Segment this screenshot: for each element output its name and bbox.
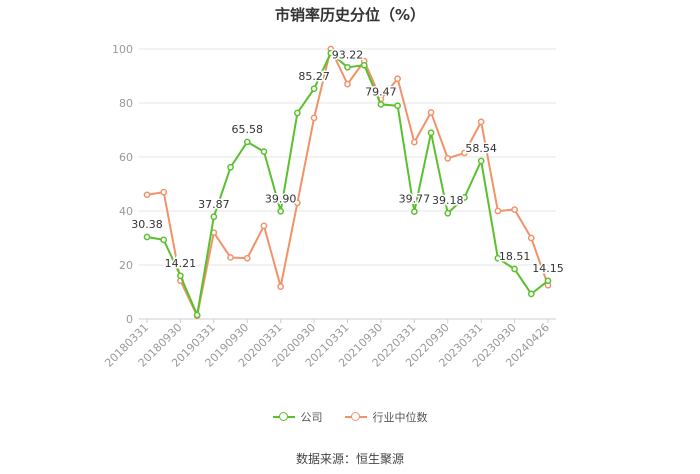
- data-point: [394, 75, 401, 83]
- data-point: [377, 101, 385, 108]
- data-point: [310, 85, 318, 93]
- data-point: [494, 207, 502, 215]
- data-point: [527, 290, 535, 298]
- y-tick-label: 0: [126, 313, 133, 326]
- data-label: 85.27: [298, 70, 330, 83]
- data-point: [410, 208, 418, 215]
- y-tick-label: 20: [119, 259, 133, 272]
- data-point: [461, 194, 468, 201]
- data-point: [477, 118, 485, 126]
- data-label: 58.54: [465, 142, 497, 155]
- data-point: [294, 199, 301, 207]
- data-label: 39.18: [432, 194, 464, 207]
- chart-title: 市销率历史分位（%）: [274, 6, 426, 24]
- data-point: [210, 213, 218, 221]
- data-point: [344, 63, 351, 71]
- data-point: [177, 272, 184, 280]
- data-point: [344, 80, 351, 88]
- data-point: [511, 265, 518, 273]
- y-tick-label: 40: [119, 205, 133, 218]
- legend: 公司 行业中位数: [0, 409, 700, 425]
- data-point: [227, 254, 234, 261]
- data-point: [477, 157, 485, 165]
- data-point: [494, 254, 502, 262]
- legend-swatch-industry-median: [344, 412, 367, 422]
- legend-swatch-company: [272, 412, 295, 422]
- series-company: [143, 49, 552, 319]
- data-point: [160, 188, 168, 196]
- data-point: [461, 149, 468, 157]
- legend-item-company[interactable]: 公司: [272, 409, 323, 425]
- legend-label-industry-median: 行业中位数: [372, 411, 428, 424]
- data-label: 79.47: [365, 85, 397, 98]
- data-point: [294, 109, 301, 117]
- data-point: [511, 206, 518, 213]
- data-label: 39.77: [399, 193, 431, 206]
- data-label: 30.38: [131, 218, 163, 231]
- data-label: 37.87: [198, 198, 230, 211]
- data-point: [394, 102, 401, 110]
- data-point: [260, 148, 268, 155]
- line-industry-median: [146, 48, 549, 317]
- data-point: [277, 283, 285, 290]
- series-industry-median: [143, 45, 552, 320]
- data-point: [527, 234, 535, 242]
- source-note: 数据来源：恒生聚源: [295, 452, 404, 466]
- data-point: [327, 49, 335, 57]
- data-point: [427, 129, 435, 137]
- legend-label-company: 公司: [300, 411, 323, 424]
- data-point: [310, 114, 318, 122]
- legend-item-industry-median[interactable]: 行业中位数: [344, 409, 428, 425]
- data-label: 14.21: [165, 257, 197, 270]
- data-point: [243, 254, 251, 262]
- y-tick-label: 100: [112, 43, 133, 56]
- y-tick-label: 80: [119, 97, 133, 110]
- line-company: [146, 52, 549, 316]
- data-point: [160, 236, 168, 244]
- data-point: [444, 155, 452, 162]
- data-label: 65.58: [232, 123, 264, 136]
- data-point: [360, 61, 368, 69]
- data-point: [277, 207, 285, 215]
- data-point: [444, 209, 452, 217]
- data-label: 39.90: [265, 192, 297, 205]
- y-tick-label: 60: [119, 151, 133, 164]
- data-point: [143, 233, 151, 241]
- data-point: [143, 191, 151, 199]
- data-point: [227, 163, 234, 171]
- data-label: 93.22: [332, 48, 364, 61]
- data-point: [410, 138, 418, 146]
- data-point: [193, 311, 201, 319]
- data-label: 18.51: [499, 250, 531, 263]
- data-point: [427, 109, 435, 116]
- data-point: [544, 277, 552, 285]
- data-point: [260, 222, 268, 230]
- data-point: [243, 138, 251, 146]
- data-label: 14.15: [532, 262, 564, 275]
